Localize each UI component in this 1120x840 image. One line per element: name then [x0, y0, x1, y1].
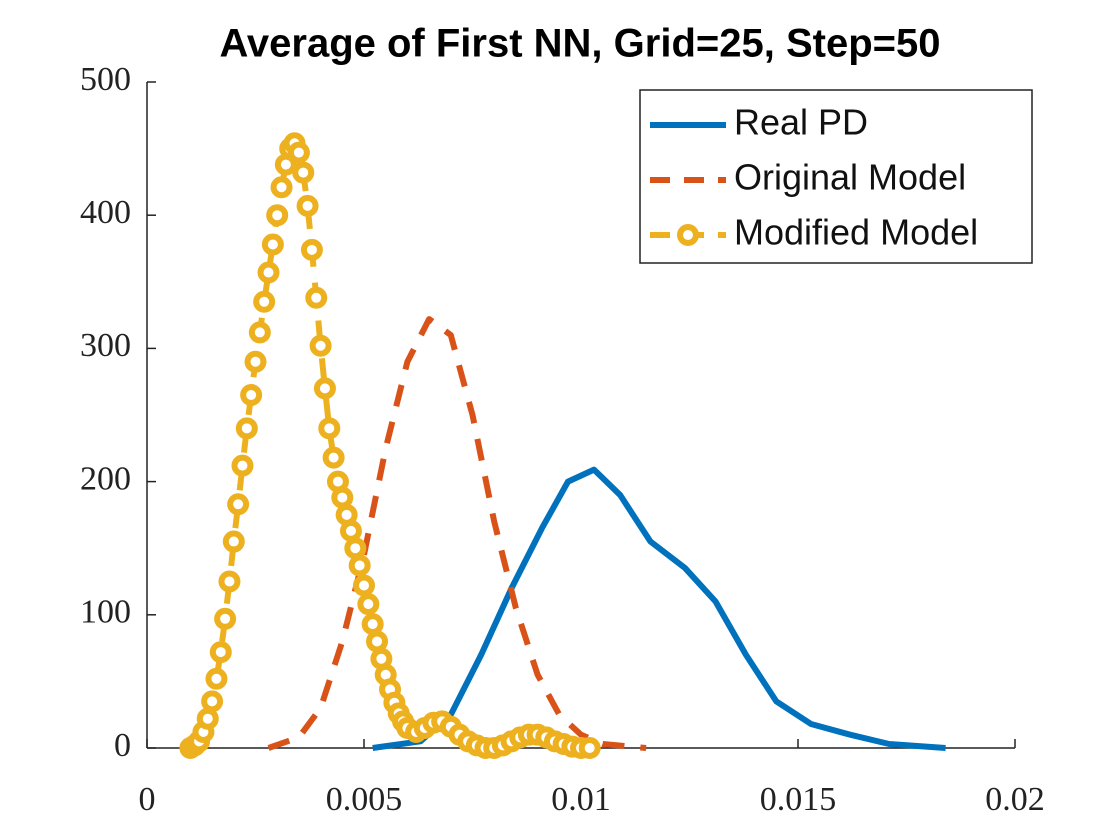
data-point — [578, 737, 601, 759]
data-point — [313, 377, 336, 400]
data-point — [205, 667, 228, 690]
data-point — [214, 607, 237, 630]
data-point — [296, 194, 319, 217]
data-point — [253, 290, 276, 313]
y-tick-label: 500 — [80, 61, 131, 98]
data-point — [261, 233, 284, 256]
data-point — [305, 286, 328, 309]
data-point — [201, 690, 224, 713]
data-point — [300, 238, 323, 261]
data-point — [257, 261, 280, 284]
legend-box — [639, 89, 1033, 264]
x-tick-label: 0.01 — [551, 781, 611, 818]
data-point — [222, 530, 245, 553]
legend-label: Original Model — [734, 157, 966, 198]
data-point — [196, 707, 219, 730]
data-point — [218, 570, 241, 593]
legend: Real PD Original Model Modified Model — [639, 89, 1033, 264]
data-point — [318, 417, 341, 440]
data-point — [266, 204, 289, 227]
y-tick-label: 300 — [80, 327, 131, 364]
legend-label: Real PD — [734, 102, 868, 143]
data-point — [244, 350, 267, 373]
data-point — [353, 574, 375, 597]
data-point — [270, 176, 293, 199]
data-point — [209, 641, 232, 664]
data-point — [331, 486, 354, 509]
data-point — [322, 446, 345, 469]
data-point — [357, 593, 380, 616]
data-point — [339, 519, 362, 542]
data-point — [366, 630, 389, 653]
data-point — [361, 613, 384, 636]
data-point — [227, 493, 250, 516]
x-tick-label: 0.015 — [760, 781, 837, 818]
series-line — [267, 316, 647, 751]
data-point — [348, 554, 371, 577]
x-tick-label: 0.02 — [985, 781, 1045, 818]
y-tick-label: 400 — [80, 194, 131, 231]
data-point — [309, 334, 332, 357]
legend-marker — [677, 224, 699, 246]
data-point — [287, 141, 310, 164]
x-tick-label: 0 — [139, 781, 156, 818]
data-point — [248, 321, 271, 344]
y-tick-label: 0 — [114, 727, 131, 764]
data-point — [240, 384, 263, 407]
y-tick-label: 200 — [80, 460, 131, 497]
y-tick-label: 100 — [80, 594, 131, 631]
data-point — [235, 417, 258, 440]
data-point — [344, 537, 367, 560]
legend-label: Modified Model — [734, 212, 978, 253]
data-point — [292, 161, 315, 184]
x-tick-label: 0.005 — [326, 781, 403, 818]
chart-title: Average of First NN, Grid=25, Step=50 — [220, 22, 941, 66]
series-line — [372, 466, 946, 751]
data-point — [231, 454, 254, 477]
